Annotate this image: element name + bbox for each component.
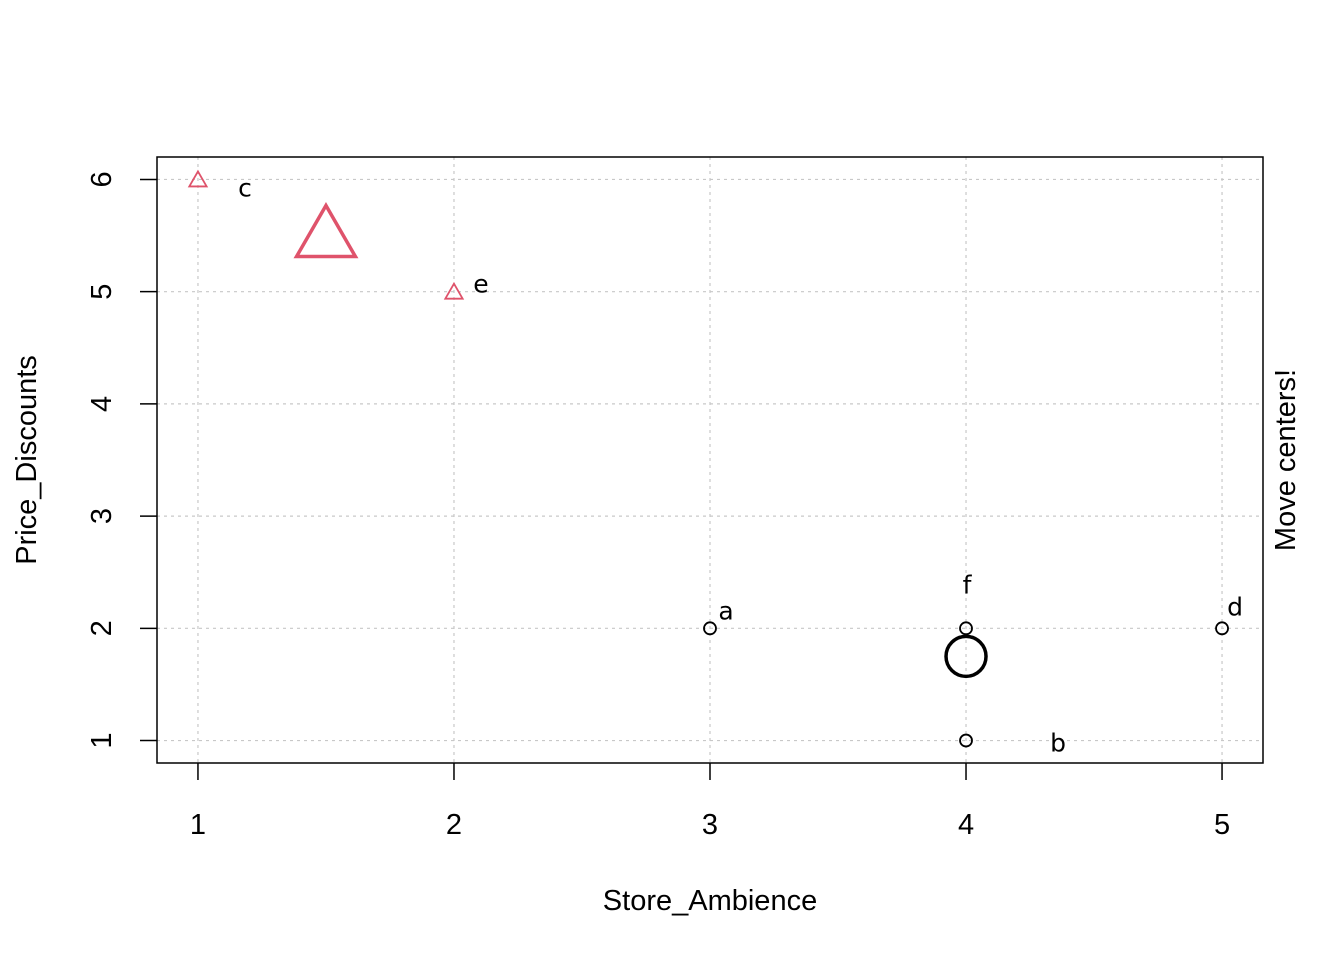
- x-tick-label: 3: [702, 809, 718, 841]
- x-tick-label: 4: [958, 809, 974, 841]
- point-label: e: [473, 270, 488, 299]
- point-label: f: [963, 570, 973, 599]
- y-tick-label: 3: [86, 508, 118, 524]
- axes: 1 2 3 4 5 1 2 3 4 5 6: [86, 171, 1230, 841]
- data-point: [443, 281, 465, 300]
- data-point: [959, 733, 973, 748]
- grid-lines: [157, 157, 1263, 763]
- y-tick-label: 1: [86, 732, 118, 748]
- y-tick-label: 6: [86, 171, 118, 187]
- x-tick-label: 5: [1214, 809, 1230, 841]
- point-labels: a b c d e f: [238, 173, 1243, 757]
- data-point: [187, 169, 209, 188]
- point-label: a: [718, 596, 733, 625]
- y-tick-label: 2: [86, 620, 118, 636]
- x-tick-label: 2: [446, 809, 462, 841]
- data-points: [187, 169, 1229, 748]
- point-label: d: [1227, 592, 1243, 621]
- data-point: [703, 621, 717, 636]
- point-label: b: [1050, 729, 1066, 758]
- y-tick-label: 4: [86, 396, 118, 412]
- cluster-center: [944, 634, 988, 679]
- data-point: [959, 621, 973, 636]
- data-point: [1215, 621, 1229, 636]
- side-annotation: Move centers!: [1270, 369, 1302, 551]
- y-tick-label: 5: [86, 284, 118, 300]
- y-axis-title: Price_Discounts: [11, 355, 43, 565]
- point-label: c: [238, 173, 252, 202]
- x-tick-label: 1: [190, 809, 206, 841]
- x-axis-title: Store_Ambience: [603, 885, 817, 917]
- cluster-center: [293, 202, 359, 259]
